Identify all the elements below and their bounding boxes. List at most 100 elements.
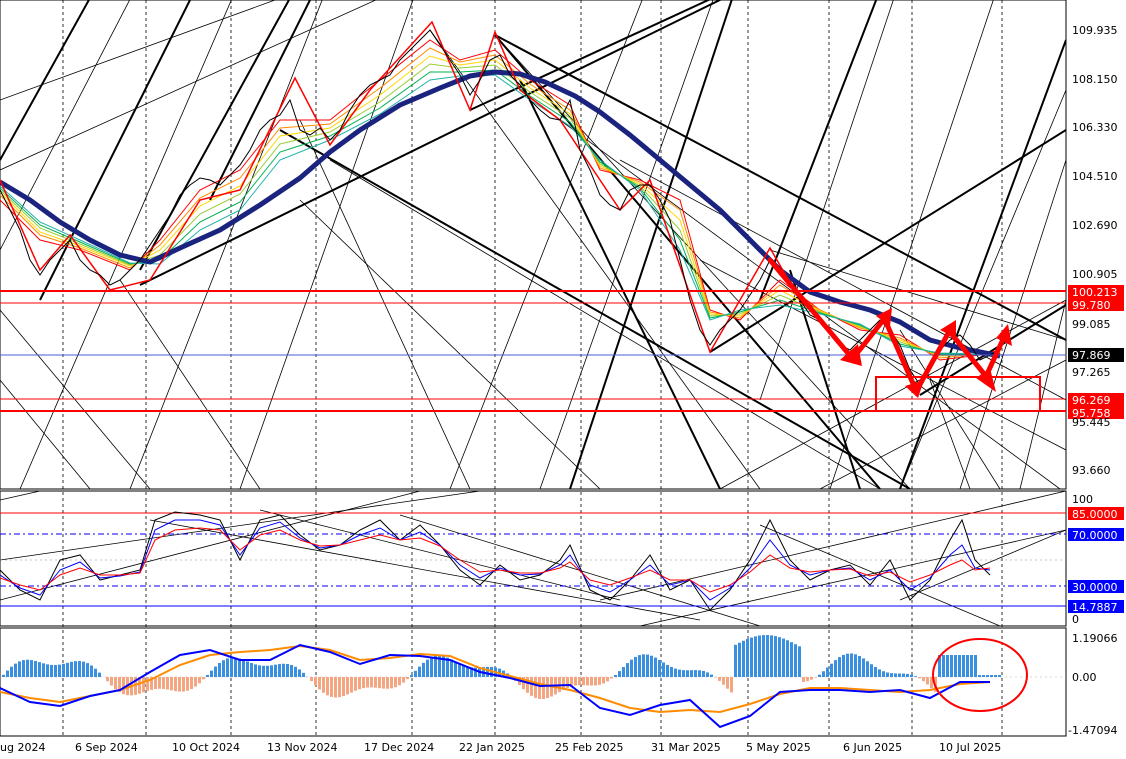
time-label: 10 Jul 2025 xyxy=(939,741,1001,754)
macd-histogram-bar xyxy=(394,677,397,687)
macd-histogram-bar xyxy=(618,671,621,677)
macd-histogram-bar xyxy=(726,677,729,689)
price-level-badges: 100.213 99.780 97.869 96.269 95.758 xyxy=(1068,285,1124,420)
macd-histogram-bar xyxy=(694,670,697,677)
macd-histogram-bar xyxy=(386,677,389,689)
macd-histogram-bar xyxy=(766,635,769,677)
macd-histogram-bar xyxy=(362,677,365,688)
macd-histogram-bar xyxy=(298,669,301,677)
macd-histogram-bar xyxy=(578,677,581,685)
macd-histogram-bar xyxy=(738,643,741,677)
macd-histogram-bar xyxy=(246,661,249,677)
macd-histogram-bar xyxy=(742,641,745,677)
macd-histogram-bar xyxy=(218,663,221,677)
time-label: 5 May 2025 xyxy=(746,741,811,754)
macd-histogram-bar xyxy=(634,657,637,677)
macd-histogram-bar xyxy=(882,671,885,677)
rsi-badge-30-text: 30.0000 xyxy=(1072,581,1118,594)
macd-histogram-bar xyxy=(630,660,633,677)
macd-histogram-bar xyxy=(22,660,25,677)
macd-histogram-bar xyxy=(190,677,193,689)
macd-histogram-bar xyxy=(98,673,101,677)
time-label: 25 Feb 2025 xyxy=(555,741,623,754)
macd-histogram-bar xyxy=(986,675,989,677)
macd-histogram-bar xyxy=(94,669,97,677)
macd-histogram-bar xyxy=(454,662,457,677)
macd-histogram-bar xyxy=(422,663,425,677)
macd-histogram-bar xyxy=(802,677,805,682)
macd-histogram-bar xyxy=(854,654,857,677)
macd-histogram-bar xyxy=(426,660,429,677)
time-label: 6 Sep 2024 xyxy=(75,741,138,754)
macd-histogram-bar xyxy=(18,661,21,677)
macd-histogram-bar xyxy=(326,677,329,695)
macd-histogram-bar xyxy=(178,677,181,692)
macd-histogram-bar xyxy=(146,677,149,691)
macd-histogram-bar xyxy=(890,673,893,677)
macd-histogram-bar xyxy=(2,675,5,677)
macd-histogram-bar xyxy=(806,677,809,681)
macd-histogram-bar xyxy=(310,677,313,681)
macd-histogram-bar xyxy=(994,675,997,677)
macd-histogram-bar xyxy=(946,655,949,677)
macd-histogram-bar xyxy=(282,664,285,677)
macd-histogram-bar xyxy=(566,677,569,688)
macd-histogram-bar xyxy=(754,636,757,677)
macd-histogram-bar xyxy=(874,667,877,677)
macd-histogram-bar xyxy=(974,655,977,677)
time-axis: ug 2024 6 Sep 2024 10 Oct 2024 13 Nov 20… xyxy=(0,741,1001,754)
time-label: 31 Mar 2025 xyxy=(651,741,721,754)
macd-histogram-bar xyxy=(774,636,777,677)
price-tick: 106.330 xyxy=(1072,121,1118,134)
macd-histogram-bar xyxy=(486,667,489,677)
macd-histogram-bar xyxy=(590,677,593,686)
macd-histogram-bar xyxy=(226,658,229,677)
macd-histogram-bar xyxy=(186,677,189,691)
macd-histogram-bar xyxy=(642,654,645,677)
macd-histogram-bar xyxy=(314,677,317,685)
macd-histogram-bar xyxy=(350,677,353,693)
macd-histogram-bar xyxy=(370,677,373,687)
macd-histogram-bar xyxy=(918,677,921,678)
macd-histogram-bar xyxy=(826,668,829,677)
macd-histogram-bar xyxy=(954,655,957,677)
macd-histogram-bar xyxy=(858,656,861,677)
macd-histogram-bar xyxy=(278,664,281,677)
macd-histogram-bar xyxy=(970,655,973,677)
macd-histogram-bar xyxy=(718,677,721,681)
macd-histogram-bar xyxy=(142,677,145,692)
macd-histogram-bar xyxy=(166,677,169,690)
macd-histogram-bar xyxy=(534,677,537,698)
macd-histogram-bar xyxy=(574,677,577,686)
macd-histogram-bar xyxy=(334,677,337,697)
macd-histogram-bar xyxy=(266,666,269,677)
macd-histogram-bar xyxy=(86,663,89,677)
price-tick: 100.905 xyxy=(1072,268,1118,281)
macd-histogram-bar xyxy=(58,665,61,677)
rsi-tick-100: 100 xyxy=(1072,493,1093,506)
macd-tick-top: 1.19066 xyxy=(1072,632,1118,645)
macd-histogram-bar xyxy=(42,663,45,677)
rsi-badge-85-text: 85.0000 xyxy=(1072,508,1118,521)
macd-histogram-bar xyxy=(662,662,665,677)
macd-histogram-bar xyxy=(410,675,413,677)
macd-histogram-bar xyxy=(850,653,853,677)
macd-histogram-bar xyxy=(898,673,901,677)
macd-histogram-bar xyxy=(54,665,57,677)
macd-histogram-bar xyxy=(162,677,165,689)
macd-histogram-bar xyxy=(926,677,929,684)
macd-histogram-bar xyxy=(250,663,253,677)
macd-histogram-bar xyxy=(238,658,241,677)
price-tick: 109.935 xyxy=(1072,24,1118,37)
macd-histogram-bar xyxy=(902,674,905,677)
macd-histogram-bar xyxy=(458,664,461,677)
rsi-badge-70-text: 70.0000 xyxy=(1072,529,1118,542)
macd-histogram-bar xyxy=(958,655,961,677)
macd-histogram-bar xyxy=(374,677,377,688)
macd-histogram-bar xyxy=(354,677,357,691)
macd-histogram-bar xyxy=(342,677,345,696)
macd-histogram-bar xyxy=(894,673,897,677)
macd-histogram-bar xyxy=(686,670,689,677)
